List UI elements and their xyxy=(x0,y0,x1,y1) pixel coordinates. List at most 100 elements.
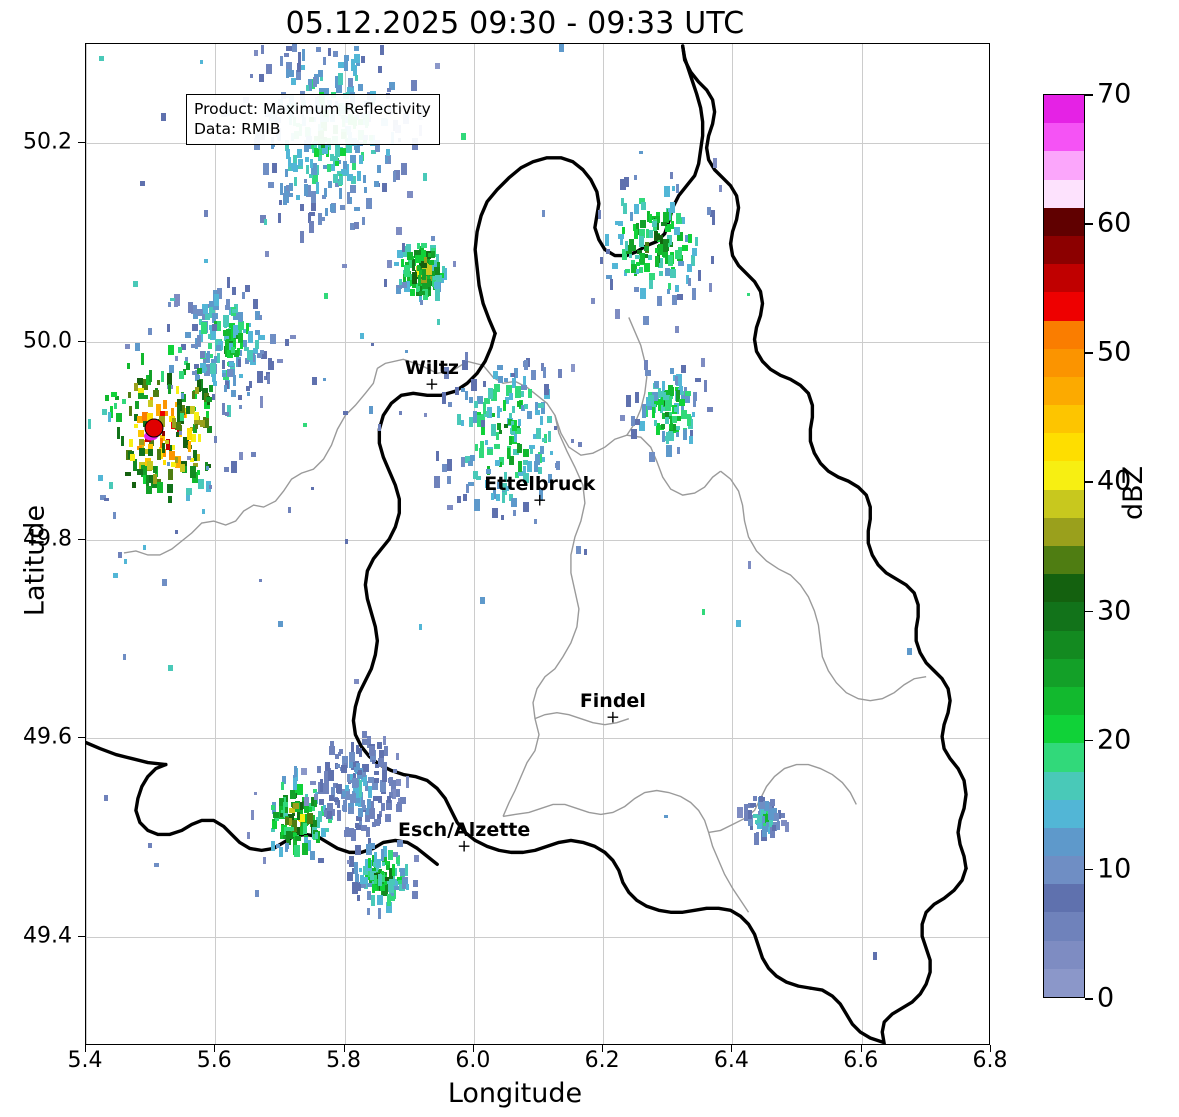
radar-echo-pixel xyxy=(229,350,234,355)
radar-echo-pixel xyxy=(148,328,153,336)
radar-echo-pixel xyxy=(139,180,145,186)
radar-echo-pixel xyxy=(215,312,219,319)
radar-echo-pixel xyxy=(493,488,497,500)
radar-echo-pixel xyxy=(327,47,331,56)
radar-echo-pixel xyxy=(361,772,366,778)
radar-echo-pixel xyxy=(180,464,186,473)
radar-echo-pixel xyxy=(347,807,354,815)
x-tick-label: 5.6 xyxy=(196,1048,232,1073)
radar-echo-pixel xyxy=(293,177,297,187)
radar-echo-pixel xyxy=(347,174,354,182)
radar-echo-pixel xyxy=(121,399,126,405)
radar-echo-pixel xyxy=(285,831,290,843)
radar-echo-pixel xyxy=(667,430,674,441)
radar-echo-pixel xyxy=(371,149,377,154)
radar-echo-pixel xyxy=(346,142,353,154)
radar-echo-pixel xyxy=(168,468,174,480)
radar-echo-pixel xyxy=(256,371,263,384)
radar-echo-pixel xyxy=(638,198,645,205)
radar-echo-pixel xyxy=(143,448,148,454)
radar-echo-pixel xyxy=(514,367,519,378)
radar-echo-pixel xyxy=(480,420,485,428)
radar-echo-pixel xyxy=(316,766,321,774)
radar-echo-pixel xyxy=(385,155,392,165)
radar-echo-pixel xyxy=(363,175,367,184)
radar-echo-pixel xyxy=(302,843,309,856)
radar-echo-pixel xyxy=(281,776,286,784)
radar-echo-pixel xyxy=(266,373,270,384)
radar-echo-pixel xyxy=(227,361,231,366)
radar-echo-pixel xyxy=(178,424,182,431)
radar-echo-pixel xyxy=(393,261,399,266)
radar-echo-pixel xyxy=(198,433,202,442)
radar-echo-pixel xyxy=(341,804,345,811)
colorbar-band xyxy=(1044,489,1084,518)
radar-echo-pixel xyxy=(753,814,759,819)
radar-echo-pixel xyxy=(316,817,321,829)
colorbar-band xyxy=(1044,884,1084,913)
radar-echo-pixel xyxy=(372,867,377,873)
radar-echo-pixel xyxy=(129,439,134,448)
radar-echo-pixel xyxy=(199,363,206,374)
radar-echo-pixel xyxy=(433,475,440,488)
radar-echo-pixel xyxy=(167,373,172,386)
radar-echo-pixel xyxy=(483,398,490,405)
radar-echo-pixel xyxy=(103,497,109,501)
radar-echo-pixel xyxy=(113,572,119,578)
radar-echo-pixel xyxy=(281,825,288,836)
radar-echo-pixel xyxy=(197,380,201,393)
radar-echo-pixel xyxy=(663,815,668,819)
radar-echo-pixel xyxy=(232,375,236,387)
radar-echo-pixel xyxy=(398,879,405,891)
radar-echo-pixel xyxy=(599,257,603,265)
radar-echo-pixel xyxy=(340,764,347,773)
radar-echo-pixel xyxy=(125,471,132,476)
radar-echo-pixel xyxy=(378,424,382,432)
radar-echo-pixel xyxy=(308,174,313,179)
radar-echo-pixel xyxy=(368,745,375,756)
radar-echo-pixel xyxy=(176,404,180,414)
radar-echo-pixel xyxy=(199,319,203,326)
radar-echo-pixel xyxy=(157,481,164,493)
x-tick-label: 6.0 xyxy=(455,1048,491,1073)
radar-echo-pixel xyxy=(320,805,324,816)
radar-echo-pixel xyxy=(129,406,133,417)
radar-echo-pixel xyxy=(693,391,698,401)
radar-echo-pixel xyxy=(390,780,396,793)
radar-echo-pixel xyxy=(643,254,648,259)
city-label-findel: Findel xyxy=(579,689,646,712)
radar-echo-pixel xyxy=(359,874,364,884)
radar-echo-pixel xyxy=(619,235,623,246)
radar-echo-pixel xyxy=(369,871,376,881)
radar-echo-pixel xyxy=(223,466,229,472)
radar-echo-pixel xyxy=(170,298,176,302)
radar-echo-pixel xyxy=(328,164,335,172)
radar-echo-pixel xyxy=(344,785,349,792)
gridline-vertical xyxy=(86,44,87,1044)
radar-echo-pixel xyxy=(337,171,344,177)
radar-echo-pixel xyxy=(664,223,671,232)
radar-echo-pixel xyxy=(336,786,342,795)
radar-echo-pixel xyxy=(380,789,386,794)
radar-echo-pixel xyxy=(366,907,370,915)
radar-echo-pixel xyxy=(619,415,625,422)
radar-echo-pixel xyxy=(436,319,440,326)
radar-echo-pixel xyxy=(709,283,713,293)
city-label-ettelbruck: Ettelbruck xyxy=(484,473,596,496)
radar-echo-pixel xyxy=(296,149,302,159)
radar-echo-pixel xyxy=(348,751,355,762)
radar-echo-pixel xyxy=(251,810,255,821)
radar-echo-pixel xyxy=(180,412,185,421)
radar-echo-pixel xyxy=(347,871,354,881)
radar-echo-pixel xyxy=(251,452,257,458)
radar-echo-pixel xyxy=(339,748,344,754)
radar-echo-pixel xyxy=(344,830,350,838)
radar-echo-pixel xyxy=(231,389,237,397)
radar-echo-pixel xyxy=(413,879,419,887)
radar-echo-pixel xyxy=(246,350,253,361)
radar-echo-pixel xyxy=(254,329,260,335)
radar-echo-pixel xyxy=(633,175,637,181)
radar-echo-pixel xyxy=(147,475,153,484)
radar-echo-pixel xyxy=(193,411,199,420)
radar-echo-pixel xyxy=(395,285,402,290)
